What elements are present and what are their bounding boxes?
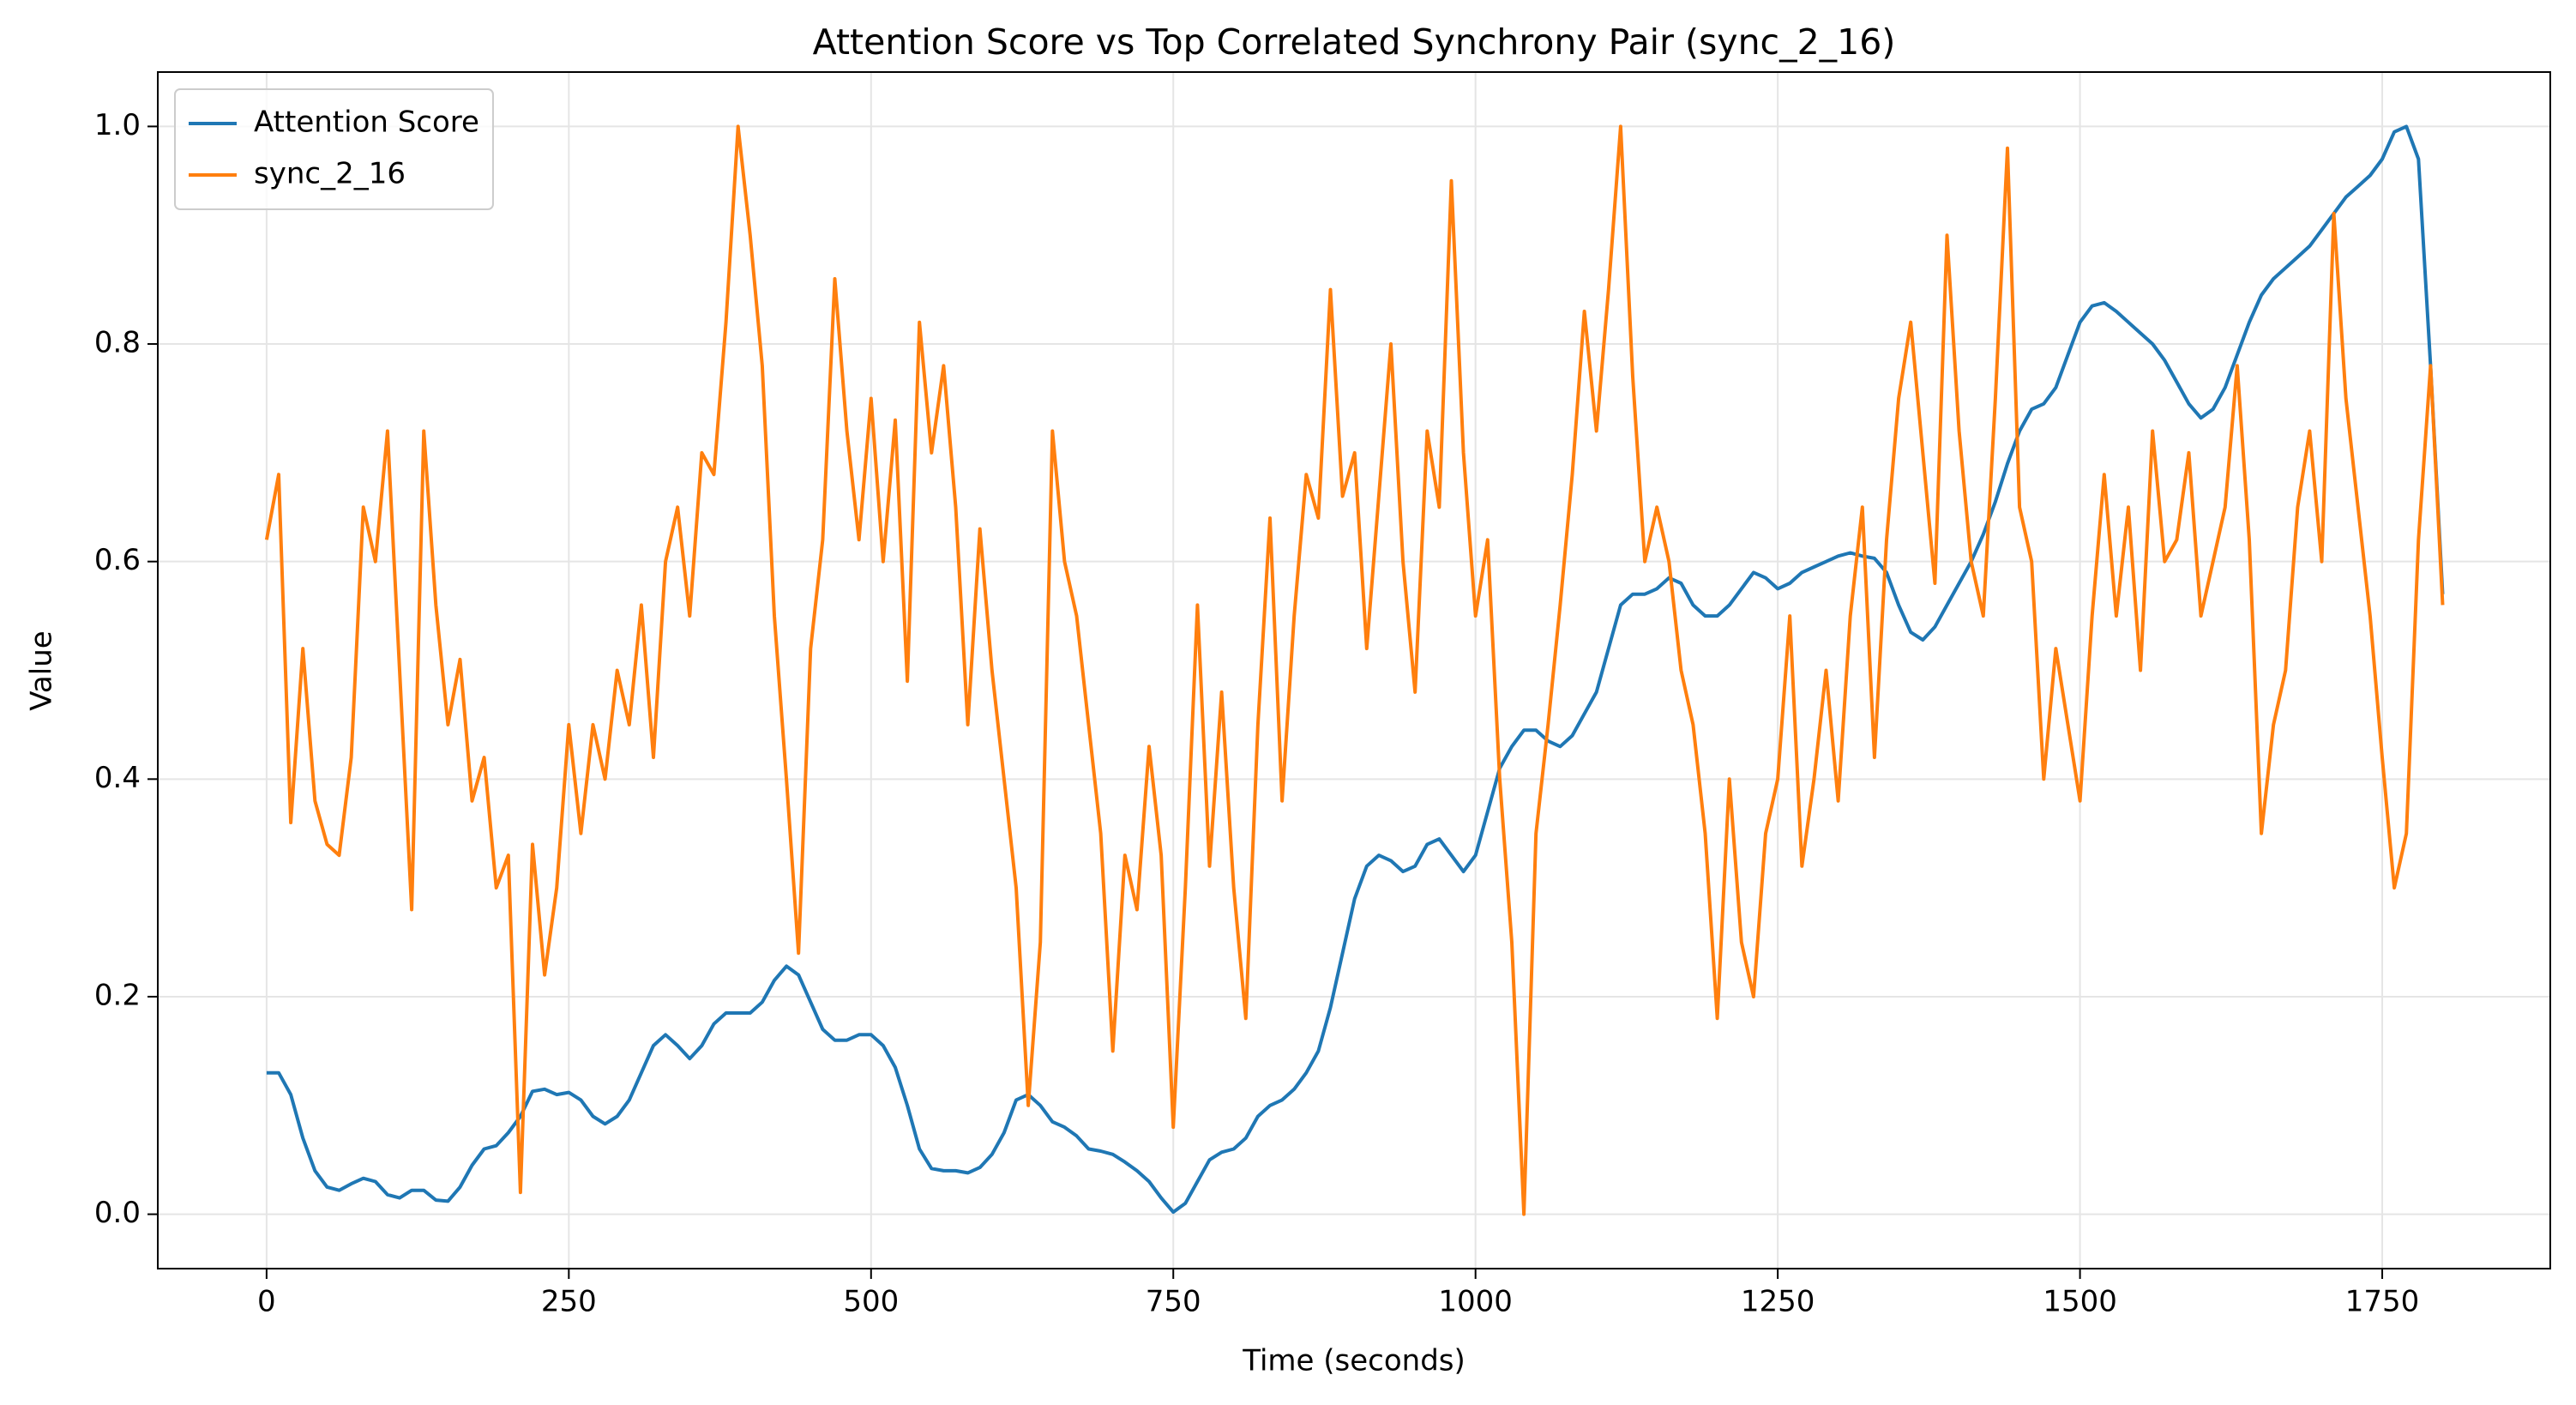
y-tick-label: 0.8 bbox=[94, 326, 141, 360]
x-tick-label: 1500 bbox=[2043, 1285, 2117, 1319]
x-tick-label: 750 bbox=[1146, 1285, 1201, 1319]
legend-box bbox=[174, 88, 494, 210]
chart-title: Attention Score vs Top Correlated Synchr… bbox=[813, 21, 1896, 63]
y-tick-label: 0.4 bbox=[94, 761, 141, 795]
x-tick-label: 250 bbox=[541, 1285, 597, 1319]
legend-label: sync_2_16 bbox=[254, 157, 406, 191]
y-tick-label: 1.0 bbox=[94, 108, 141, 142]
x-axis-label: Time (seconds) bbox=[1242, 1344, 1466, 1378]
x-tick-label: 500 bbox=[843, 1285, 899, 1319]
series-line bbox=[266, 124, 2445, 1215]
y-tick-label: 0.0 bbox=[94, 1196, 141, 1230]
legend-label: Attention Score bbox=[254, 106, 479, 140]
series-line bbox=[264, 124, 2445, 1216]
y-axis-label: Value bbox=[25, 630, 59, 710]
legend: Attention Score sync_2_16 bbox=[174, 88, 494, 210]
x-tick-label: 0 bbox=[257, 1285, 276, 1319]
plot-frame bbox=[157, 71, 2551, 1269]
y-tick-label: 0.6 bbox=[94, 543, 141, 577]
y-tick-label: 0.2 bbox=[94, 978, 141, 1012]
x-tick-label: 1000 bbox=[1438, 1285, 1513, 1319]
x-tick-label: 1750 bbox=[2345, 1285, 2420, 1319]
x-tick-label: 1250 bbox=[1741, 1285, 1815, 1319]
